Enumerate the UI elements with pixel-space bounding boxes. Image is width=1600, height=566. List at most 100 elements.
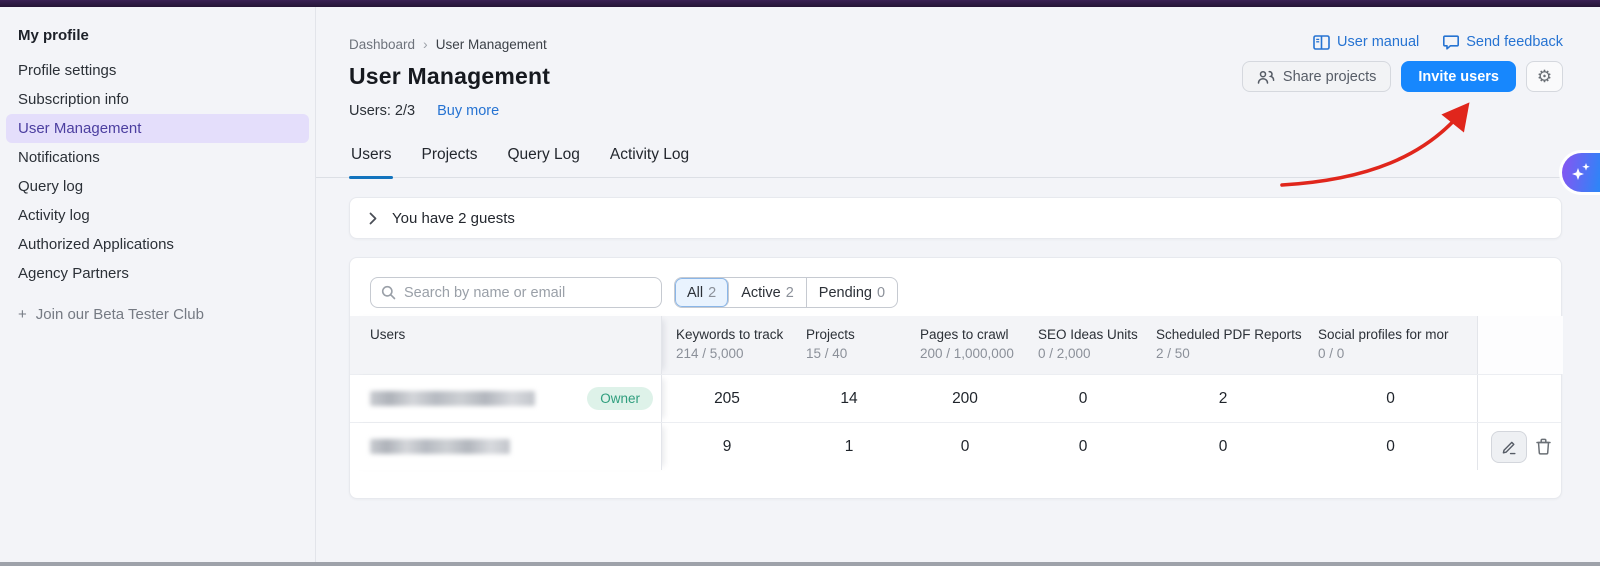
settings-button[interactable]: ⚙: [1526, 61, 1563, 92]
tab-users[interactable]: Users: [349, 146, 394, 179]
invite-users-button[interactable]: Invite users: [1401, 61, 1516, 92]
trash-icon: [1535, 438, 1551, 455]
sidebar-item-notifications[interactable]: Notifications: [18, 149, 100, 166]
sidebar-item-authorized-applications[interactable]: Authorized Applications: [18, 236, 174, 253]
sidebar-item-subscription-info[interactable]: Subscription info: [18, 91, 129, 108]
owner-badge: Owner: [587, 387, 653, 410]
plus-icon: +: [18, 306, 27, 323]
column-header-keywords: Keywords to track 214 / 5,000: [662, 316, 792, 374]
filter-active-count: 2: [785, 284, 794, 301]
sidebar-item-activity-log[interactable]: Activity log: [18, 207, 90, 224]
guests-banner[interactable]: You have 2 guests: [349, 197, 1562, 239]
breadcrumb-separator-icon: ›: [423, 36, 428, 52]
sparkles-icon: [1572, 162, 1590, 180]
top-window-edge: [0, 0, 1600, 7]
status-filter-group: All 2 Active 2 Pending 0: [674, 277, 899, 308]
table-row: 9 1 0 0 0 0: [350, 422, 1561, 470]
quota-projects: 15 / 40: [806, 346, 848, 361]
column-header-seo-units: SEO Ideas Units 0 / 2,000: [1024, 316, 1142, 374]
send-feedback-link[interactable]: Send feedback: [1443, 34, 1563, 50]
cell-social-profiles: 0: [1386, 437, 1395, 455]
cell-keywords: 205: [714, 389, 740, 407]
search-input[interactable]: [404, 284, 651, 301]
sidebar-header: My profile: [18, 27, 89, 44]
user-name-redacted: [370, 391, 535, 406]
table-row: Owner 205 14 200 0 2 0: [350, 374, 1561, 422]
gear-icon: ⚙: [1536, 66, 1553, 86]
users-count: Users: 2/3: [349, 103, 416, 119]
page-title: User Management: [349, 63, 551, 89]
table-header: Users Keywords to track 214 / 5,000 Proj…: [350, 316, 1563, 374]
filter-all[interactable]: All 2: [675, 278, 730, 307]
user-name-redacted: [370, 439, 510, 454]
row-actions: [1477, 423, 1563, 470]
column-header-pdf-reports: Scheduled PDF Reports 2 / 50: [1142, 316, 1304, 374]
cell-pages: 200: [952, 389, 978, 407]
main-content: Dashboard › User Management User Managem…: [316, 7, 1600, 562]
table-toolbar: All 2 Active 2 Pending 0: [350, 258, 1561, 310]
invite-users-label: Invite users: [1418, 68, 1499, 85]
column-header-projects: Projects 15 / 40: [792, 316, 906, 374]
chevron-right-icon: [369, 212, 377, 224]
filter-active[interactable]: Active 2: [729, 278, 807, 307]
cell-pdf-reports: 0: [1218, 437, 1228, 455]
share-projects-button[interactable]: Share projects: [1241, 61, 1392, 92]
filter-all-label: All: [687, 284, 704, 301]
quota-pages: 200 / 1,000,000: [920, 346, 1014, 361]
quota-seo-units: 0 / 2,000: [1038, 346, 1091, 361]
app-body: My profile Profile settings Subscription…: [0, 7, 1600, 562]
cell-keywords: 9: [722, 437, 732, 455]
bottom-window-edge: [0, 562, 1600, 566]
breadcrumb: Dashboard › User Management: [349, 36, 1600, 52]
user-manual-link[interactable]: User manual: [1313, 34, 1419, 50]
filter-active-label: Active: [741, 284, 781, 301]
header-links: User manual Send feedback: [1313, 34, 1563, 50]
send-feedback-label: Send feedback: [1466, 34, 1563, 50]
edit-user-button[interactable]: [1490, 430, 1527, 463]
quota-pdf-reports: 2 / 50: [1156, 346, 1190, 361]
book-icon: [1313, 34, 1330, 50]
cell-projects: 1: [844, 437, 854, 455]
tab-projects[interactable]: Projects: [421, 146, 478, 163]
cell-seo-units: 0: [1078, 389, 1088, 407]
users-table-card: All 2 Active 2 Pending 0: [349, 257, 1563, 499]
search-icon: [381, 285, 396, 300]
people-icon: [1257, 70, 1275, 84]
user-cell: Owner: [350, 375, 662, 422]
cell-projects: 14: [840, 389, 858, 407]
column-header-pages: Pages to crawl 200 / 1,000,000: [906, 316, 1024, 374]
share-projects-label: Share projects: [1282, 68, 1377, 85]
column-header-actions: [1477, 316, 1563, 374]
guests-banner-text: You have 2 guests: [392, 209, 515, 227]
tabs: Users Projects Query Log Activity Log: [316, 146, 1600, 179]
header-buttons: Share projects Invite users ⚙: [1241, 61, 1563, 92]
breadcrumb-current: User Management: [435, 36, 547, 52]
filter-pending-count: 0: [877, 284, 886, 301]
quota-social-profiles: 0 / 0: [1318, 346, 1345, 361]
delete-user-button[interactable]: [1535, 438, 1551, 455]
sidebar-item-beta-tester-club[interactable]: + Join our Beta Tester Club: [6, 306, 309, 323]
beta-club-label: Join our Beta Tester Club: [35, 306, 204, 323]
column-header-social-profiles: Social profiles for mor 0 / 0: [1304, 316, 1477, 374]
row-actions: [1477, 375, 1563, 422]
cell-pdf-reports: 2: [1218, 389, 1228, 407]
filter-pending-label: Pending: [818, 284, 872, 301]
tab-query-log[interactable]: Query Log: [507, 146, 580, 163]
user-cell: [350, 423, 662, 470]
search-box: [370, 277, 662, 308]
feedback-bubble-icon: [1443, 34, 1460, 50]
sidebar-item-user-management[interactable]: User Management: [6, 114, 309, 143]
filter-pending[interactable]: Pending 0: [807, 278, 897, 307]
sidebar-item-query-log[interactable]: Query log: [18, 178, 84, 195]
ai-assistant-button[interactable]: [1562, 153, 1600, 192]
sidebar-nav: Profile settings Subscription info User …: [0, 56, 315, 288]
buy-more-link[interactable]: Buy more: [437, 103, 500, 119]
breadcrumb-dashboard[interactable]: Dashboard: [349, 36, 416, 52]
sidebar-item-profile-settings[interactable]: Profile settings: [18, 62, 117, 79]
cell-social-profiles: 0: [1386, 389, 1395, 407]
tab-activity-log[interactable]: Activity Log: [609, 146, 690, 163]
quota-keywords: 214 / 5,000: [676, 346, 744, 361]
users-quota-line: Users: 2/3 Buy more: [349, 103, 1600, 119]
sidebar-item-agency-partners[interactable]: Agency Partners: [18, 265, 129, 282]
